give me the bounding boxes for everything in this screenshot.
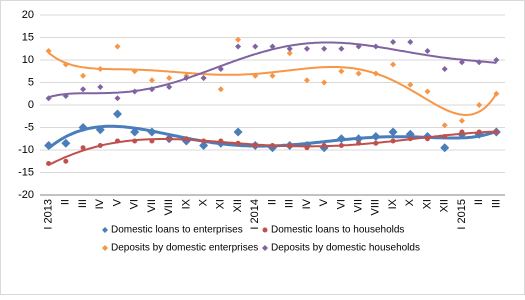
x-tick-label: I 2015: [456, 199, 468, 230]
point: [407, 39, 414, 45]
point: [80, 145, 86, 151]
legend-marker: [102, 227, 108, 233]
point: [114, 95, 121, 102]
point: [217, 86, 224, 93]
point: [303, 45, 310, 52]
y-tick-label: 0: [28, 99, 34, 111]
x-tick-label: VIII: [370, 199, 382, 216]
point: [233, 127, 243, 137]
x-tick-label: I 2014: [249, 199, 261, 230]
point: [80, 86, 87, 93]
point: [441, 122, 448, 129]
point: [200, 75, 207, 81]
y-tick-label: -20: [18, 189, 34, 201]
x-tick-label: VI: [129, 199, 141, 209]
y-tick-label: 10: [22, 54, 34, 66]
x-tick-label: IX: [180, 198, 192, 209]
x-tick-label: V: [111, 198, 123, 206]
point: [199, 141, 209, 150]
x-tick-label: X: [198, 198, 210, 206]
trend-line: [48, 130, 497, 166]
y-tick-label: 5: [28, 76, 34, 88]
x-tick-label: XI: [215, 199, 227, 209]
x-tick-label: II: [60, 199, 72, 205]
point: [166, 75, 173, 81]
point: [458, 117, 465, 124]
point: [338, 45, 345, 52]
point: [493, 57, 500, 63]
legend-marker: [102, 245, 108, 251]
point: [45, 48, 52, 54]
legend-label: Domestic loans to households: [271, 225, 404, 236]
x-tick-label: XI: [421, 199, 433, 209]
x-tick-label: IX: [387, 198, 399, 209]
x-tick-label: II: [266, 199, 278, 205]
point: [476, 102, 483, 108]
x-tick-label: IV: [94, 198, 106, 209]
x-tick-label: III: [490, 199, 502, 208]
x-tick-label: XII: [439, 199, 451, 212]
point: [252, 43, 259, 50]
point: [286, 45, 293, 52]
x-tick-label: III: [284, 199, 296, 208]
point: [440, 143, 450, 153]
point: [338, 68, 345, 75]
point: [148, 77, 155, 84]
point: [61, 138, 71, 148]
point: [235, 36, 242, 43]
y-tick-label: -5: [24, 121, 34, 133]
y-tick-label: -10: [18, 144, 34, 156]
point: [114, 43, 121, 50]
x-tick-label: XII: [232, 199, 244, 212]
point: [390, 39, 397, 45]
point: [321, 79, 328, 86]
point: [303, 77, 310, 84]
point: [355, 70, 362, 77]
x-tick-label: III: [77, 199, 89, 208]
x-tick-label: VIII: [163, 199, 175, 216]
point: [269, 72, 276, 79]
point: [424, 48, 431, 54]
y-tick-label: 15: [22, 31, 34, 43]
point: [113, 109, 122, 119]
legend-label: Deposits by domestic enterprises: [111, 243, 258, 254]
point: [97, 84, 104, 90]
trend-line: [47, 52, 498, 117]
point: [286, 50, 293, 57]
point: [321, 45, 328, 52]
point: [388, 127, 398, 137]
point: [63, 158, 69, 164]
point: [390, 61, 397, 68]
legend-marker: [262, 245, 268, 251]
x-tick-label: V: [318, 198, 330, 206]
point: [166, 84, 173, 90]
x-tick-label: VII: [146, 199, 158, 212]
x-tick-label: I 2013: [43, 199, 55, 230]
point: [441, 66, 448, 72]
x-tick-label: IV: [301, 198, 313, 209]
x-tick-label: VII: [353, 199, 365, 212]
x-tick-label: II: [473, 199, 485, 205]
point: [80, 72, 87, 79]
trend-line: [48, 41, 497, 99]
x-tick-label: VI: [335, 199, 347, 209]
point: [424, 88, 431, 95]
legend-marker: [262, 227, 268, 233]
point: [407, 81, 414, 88]
point: [235, 43, 242, 50]
legend-label: Deposits by domestic households: [271, 243, 420, 254]
x-tick-label: X: [404, 198, 416, 206]
y-tick-label: 20: [22, 9, 34, 21]
legend-label: Domestic loans to enterprises: [111, 225, 243, 236]
y-tick-label: -15: [18, 166, 34, 178]
